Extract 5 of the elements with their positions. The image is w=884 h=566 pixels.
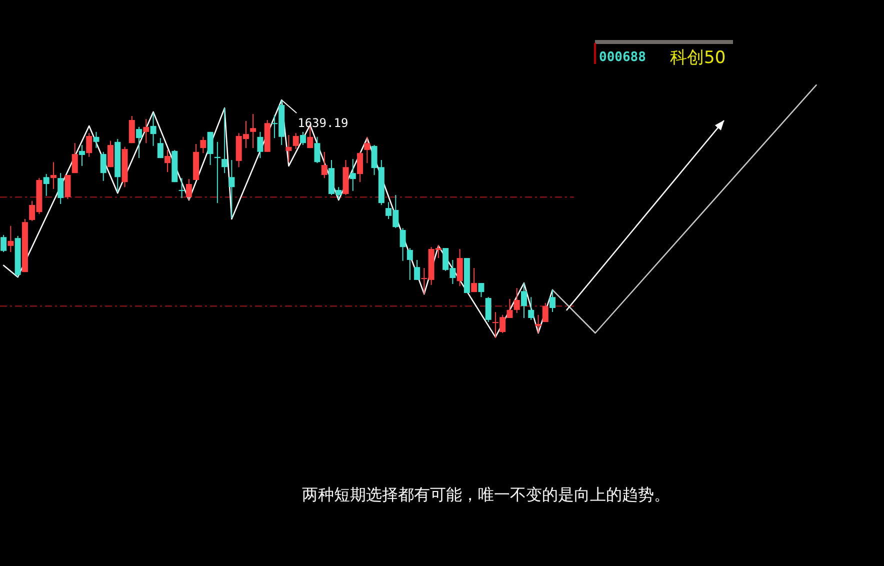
chart-title: 科创50 [670, 48, 726, 68]
legend: 000688 科创50 [594, 40, 733, 68]
text: 两种短期选择都有可能，唯一不变的是向上的趋势。 [302, 485, 670, 504]
annotation: 1639.19 [298, 116, 348, 130]
chart-subtitle: 000688 [599, 50, 646, 65]
